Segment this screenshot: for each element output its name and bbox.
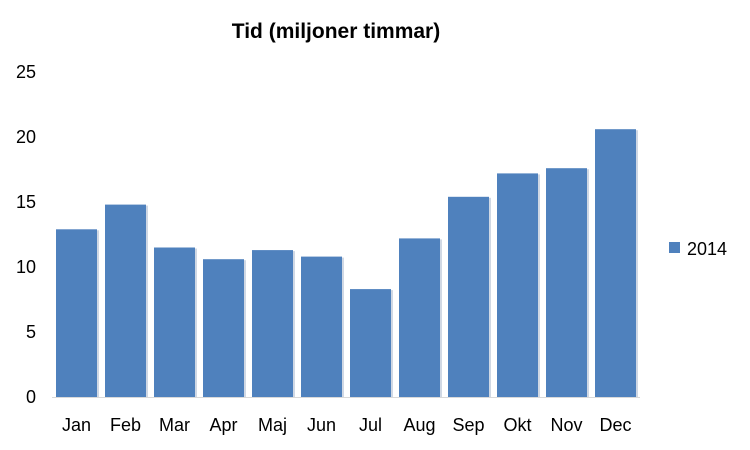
bar <box>154 247 195 397</box>
y-tick-label: 0 <box>26 387 36 407</box>
x-tick-label: Jul <box>359 415 382 435</box>
x-tick-label: Apr <box>209 415 237 435</box>
x-tick-label: Okt <box>503 415 531 435</box>
y-tick-label: 15 <box>16 192 36 212</box>
x-tick-label: Mar <box>159 415 190 435</box>
x-tick-label: Feb <box>110 415 141 435</box>
bar <box>350 289 391 397</box>
legend-swatch <box>669 242 680 253</box>
x-tick-label: Sep <box>452 415 484 435</box>
bar <box>56 229 97 397</box>
y-tick-label: 5 <box>26 322 36 342</box>
x-tick-label: Jun <box>307 415 336 435</box>
x-tick-label: Nov <box>550 415 582 435</box>
bar <box>105 204 146 397</box>
bar <box>301 256 342 397</box>
y-tick-label: 10 <box>16 257 36 277</box>
bar <box>448 196 489 397</box>
x-tick-label: Aug <box>403 415 435 435</box>
bar <box>546 168 587 397</box>
bar <box>252 250 293 397</box>
bar <box>203 259 244 397</box>
y-tick-label: 25 <box>16 62 36 82</box>
chart-title: Tid (miljoner timmar) <box>231 20 441 43</box>
bar <box>595 129 636 397</box>
x-tick-label: Maj <box>258 415 287 435</box>
bar <box>399 238 440 397</box>
x-tick-label: Jan <box>62 415 91 435</box>
y-tick-label: 20 <box>16 127 36 147</box>
x-tick-label: Dec <box>599 415 631 435</box>
legend-label: 2014 <box>687 239 727 259</box>
bar <box>497 173 538 397</box>
